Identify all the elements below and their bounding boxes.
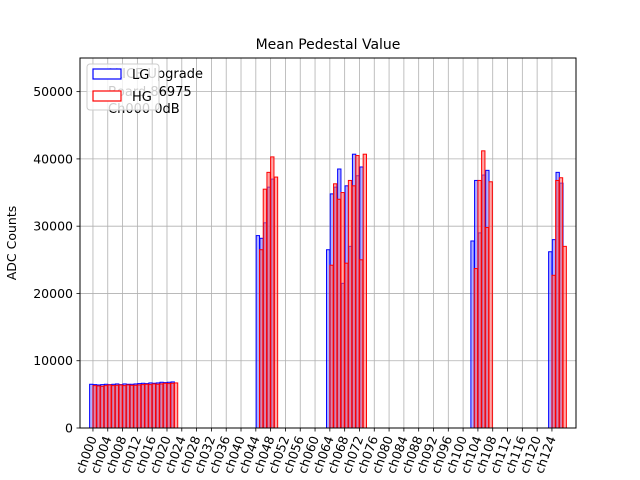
bar-hg-ch070 — [351, 185, 356, 429]
bar-hg-ch126 — [558, 177, 564, 429]
bar-lg-ch000 — [89, 383, 94, 429]
bar-hg-ch021 — [170, 382, 175, 429]
chart-title: Mean Pedestal Value — [256, 37, 401, 53]
legend-swatch-hg — [92, 90, 122, 102]
bar-hg-ch000 — [92, 385, 97, 429]
bar-hg-ch069 — [347, 179, 353, 429]
bar-hg-ch007 — [118, 384, 123, 429]
bar-hg-ch011 — [133, 384, 138, 429]
bar-hg-ch003 — [103, 385, 108, 429]
bar-hg-ch014 — [144, 383, 149, 429]
bar-hg-ch124 — [551, 274, 556, 429]
legend-label-lg: LG — [132, 68, 149, 83]
bar-hg-ch048 — [270, 156, 275, 429]
bar-hg-ch073 — [362, 153, 367, 429]
bar-hg-ch022 — [173, 382, 179, 429]
bars — [89, 150, 567, 429]
bar-hg-ch012 — [136, 384, 142, 429]
bar-hg-ch045 — [259, 249, 264, 429]
y-tick-label: 20000 — [33, 286, 73, 301]
bar-hg-ch104 — [477, 179, 482, 429]
bar-hg-ch018 — [159, 383, 164, 429]
bar-hg-ch106 — [484, 227, 490, 429]
bar-hg-ch005 — [110, 385, 116, 429]
bar-hg-ch019 — [162, 382, 168, 429]
y-tick-label: 10000 — [33, 353, 73, 368]
bar-hg-ch020 — [166, 383, 171, 429]
bar-hg-ch064 — [329, 264, 334, 429]
bar-hg-ch127 — [562, 245, 567, 429]
x-axis: ch000ch004ch008ch012ch016ch020ch024ch028… — [72, 428, 559, 475]
y-tick-label: 40000 — [33, 151, 73, 166]
bar-hg-ch010 — [129, 384, 134, 429]
bar-hg-ch004 — [107, 384, 112, 429]
bar-hg-ch105 — [481, 150, 486, 429]
bar-hg-ch016 — [151, 383, 157, 429]
bar-hg-ch049 — [273, 176, 279, 429]
bar-hg-ch009 — [125, 384, 131, 429]
bar-hg-ch008 — [122, 385, 127, 429]
bar-hg-ch006 — [114, 384, 119, 429]
bar-hg-ch047 — [266, 171, 271, 429]
bar-hg-ch046 — [262, 188, 268, 429]
bar-hg-ch125 — [555, 179, 560, 429]
y-axis: 0 10000 20000 30000 40000 50000 — [33, 84, 80, 436]
legend-swatch-lg — [92, 68, 122, 80]
bar-hg-ch066 — [336, 198, 342, 429]
bar-hg-ch002 — [99, 385, 105, 429]
bar-hg-ch065 — [333, 183, 338, 429]
bar-hg-ch103 — [473, 268, 479, 429]
plot-frame — [79, 57, 577, 429]
bar-hg-ch015 — [147, 384, 153, 429]
y-tick-label: 0 — [65, 421, 73, 436]
legend-label-hg: HG — [132, 90, 152, 105]
bar-hg-ch013 — [140, 384, 145, 429]
bar-hg-ch068 — [344, 262, 349, 429]
y-tick-label: 30000 — [33, 219, 73, 234]
bar-hg-ch071 — [355, 155, 360, 429]
legend: LG HG — [86, 63, 160, 111]
bar-hg-ch017 — [155, 383, 160, 429]
bar-hg-ch072 — [358, 259, 364, 429]
bar-hg-ch001 — [96, 385, 101, 429]
bar-hg-ch067 — [340, 192, 345, 429]
y-tick-label: 50000 — [33, 84, 73, 99]
bar-hg-ch107 — [488, 181, 493, 429]
y-axis-label: ADC Counts — [4, 206, 19, 281]
